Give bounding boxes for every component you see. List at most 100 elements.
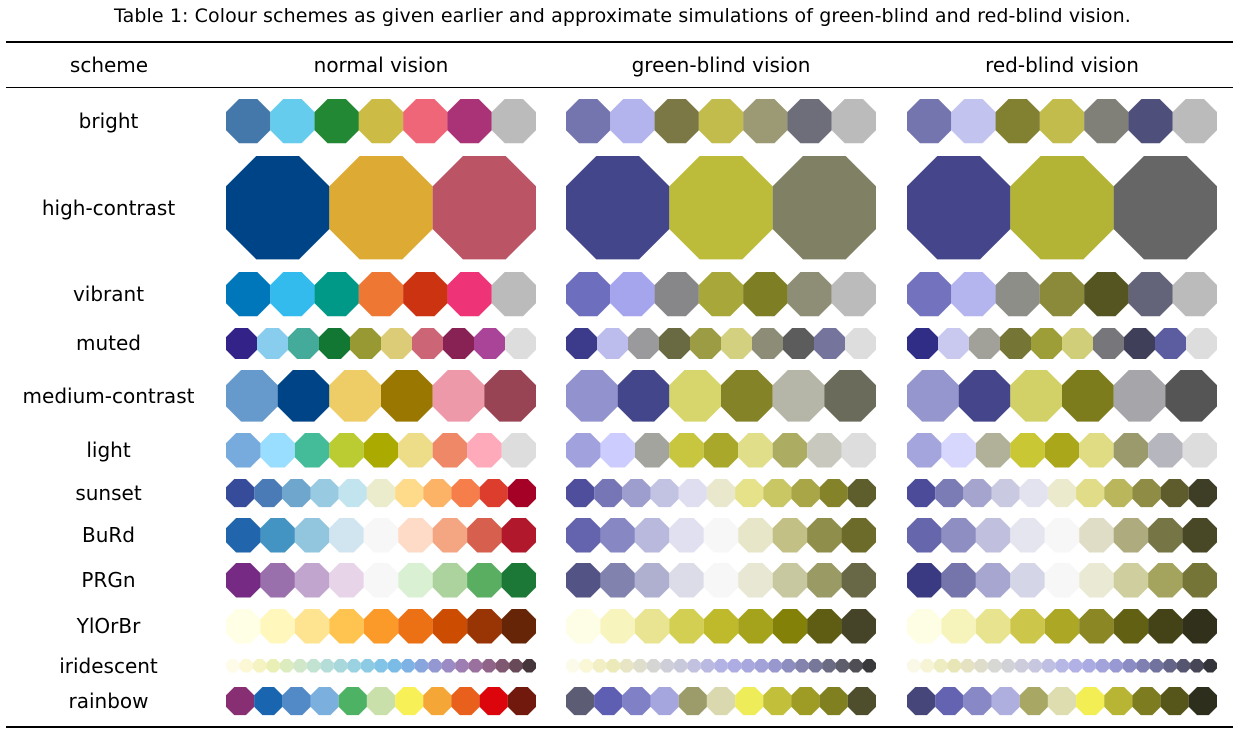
colour-swatch-rainbow-red-blind-3 [963,686,992,716]
colour-swatch-iridescent-green-blind-22 [849,659,863,673]
colour-swatch-iridescent-normal-18 [455,659,469,673]
colour-swatch-iridescent-green-blind-17 [781,659,796,673]
colour-swatch-bright-normal-5 [403,98,448,144]
colour-swatch-prgn-green-blind-4 [669,562,704,598]
scheme-name-rainbow: rainbow [68,689,149,713]
colour-swatch-burd-green-blind-9 [841,517,876,553]
colour-swatch-prgn-red-blind-3 [975,562,1011,598]
colour-swatch-light-red-blind-1 [907,432,942,468]
colour-swatch-ylorbr-red-blind-5 [1044,608,1080,644]
colour-swatch-iridescent-red-blind-15 [1095,659,1110,673]
colour-swatch-sunset-normal-3 [282,478,311,508]
swatch-row-vibrant-green-blind [566,271,876,317]
colour-swatch-vibrant-normal-6 [447,271,492,317]
colour-swatch-light-red-blind-9 [1182,432,1217,468]
colour-swatch-muted-normal-8 [443,327,474,359]
colour-swatch-muted-green-blind-1 [566,327,597,359]
colour-swatch-medium-contrast-red-blind-5 [1113,370,1166,422]
colour-swatch-sunset-normal-6 [366,478,396,508]
colour-swatch-medium-contrast-normal-4 [381,370,433,422]
colour-swatch-rainbow-normal-6 [366,686,396,716]
colour-swatch-iridescent-red-blind-22 [1190,659,1204,673]
colour-swatch-sunset-normal-2 [254,478,283,508]
colour-swatch-light-normal-8 [467,432,502,468]
colour-swatch-bright-green-blind-6 [787,98,832,144]
colour-swatch-rainbow-normal-1 [226,686,255,716]
colour-swatch-sunset-red-blind-4 [991,478,1020,508]
swatch-row-medium-contrast-green-blind [566,370,876,422]
colour-swatch-muted-green-blind-9 [814,327,845,359]
colour-swatch-high-contrast-red-blind-3 [1113,156,1217,260]
colour-swatch-bright-red-blind-1 [907,98,952,144]
colour-swatch-bright-green-blind-1 [566,98,611,144]
colour-swatch-rainbow-green-blind-6 [706,686,736,716]
colour-swatch-rainbow-normal-3 [282,686,311,716]
colour-swatch-medium-contrast-red-blind-4 [1062,370,1114,422]
column-header-red-blind-vision: red-blind vision [985,53,1139,77]
colour-swatch-iridescent-red-blind-1 [907,659,921,673]
colour-swatch-light-green-blind-5 [703,432,739,468]
colour-swatch-sunset-green-blind-9 [791,478,820,508]
colour-swatch-ylorbr-green-blind-9 [841,608,876,644]
colour-swatch-iridescent-red-blind-7 [987,659,1002,673]
scheme-name-medium-contrast: medium-contrast [22,384,195,408]
colour-swatch-bright-normal-4 [358,98,404,144]
colour-swatch-light-red-blind-8 [1148,432,1183,468]
colour-swatch-iridescent-red-blind-13 [1068,659,1083,673]
colour-swatch-medium-contrast-normal-2 [277,370,330,422]
colour-swatch-high-contrast-green-blind-1 [566,156,670,260]
colour-swatch-muted-green-blind-3 [628,327,659,359]
colour-swatch-bright-green-blind-2 [610,98,655,144]
colour-swatch-muted-red-blind-2 [938,327,969,359]
colour-swatch-muted-green-blind-5 [690,327,721,359]
colour-swatch-medium-contrast-normal-3 [329,370,381,422]
colour-swatch-vibrant-normal-5 [403,271,448,317]
colour-swatch-vibrant-normal-1 [226,271,271,317]
column-header-normal-vision: normal vision [313,53,449,77]
colour-swatch-sunset-green-blind-3 [622,478,651,508]
colour-swatch-light-green-blind-4 [669,432,704,468]
colour-swatch-muted-normal-10 [505,327,536,359]
swatch-row-high-contrast-normal [226,156,536,260]
swatch-row-iridescent-green-blind [566,659,876,673]
colour-swatch-burd-normal-6 [398,517,433,553]
colour-swatch-iridescent-green-blind-3 [592,659,607,673]
colour-swatch-rainbow-red-blind-5 [1019,686,1048,716]
colour-swatch-rainbow-normal-9 [451,686,480,716]
colour-swatch-burd-red-blind-2 [941,517,976,553]
colour-swatch-prgn-red-blind-2 [941,562,976,598]
colour-swatch-rainbow-green-blind-1 [566,686,595,716]
colour-swatch-iridescent-green-blind-16 [768,659,782,673]
colour-swatch-sunset-green-blind-4 [650,478,679,508]
colour-swatch-burd-green-blind-3 [634,517,670,553]
colour-swatch-high-contrast-normal-3 [432,156,536,260]
swatch-row-rainbow-red-blind [907,686,1217,716]
colour-swatch-sunset-red-blind-1 [907,478,936,508]
colour-swatch-high-contrast-red-blind-1 [907,156,1011,260]
colour-swatch-sunset-red-blind-11 [1188,478,1217,508]
colour-swatch-iridescent-red-blind-21 [1176,659,1191,673]
colour-swatch-ylorbr-green-blind-2 [600,608,635,644]
colour-swatch-high-contrast-red-blind-2 [1010,156,1114,260]
swatch-row-prgn-green-blind [566,562,876,598]
scheme-name-iridescent: iridescent [59,654,158,678]
colour-swatch-iridescent-normal-19 [468,659,483,673]
colour-swatch-prgn-normal-4 [329,562,364,598]
colour-swatch-iridescent-red-blind-9 [1014,659,1029,673]
colour-swatch-muted-red-blind-6 [1062,327,1093,359]
colour-swatch-burd-red-blind-5 [1044,517,1080,553]
colour-swatch-rainbow-red-blind-7 [1076,686,1105,716]
colour-swatch-prgn-red-blind-8 [1148,562,1183,598]
colour-swatch-sunset-normal-7 [395,478,424,508]
colour-swatch-muted-green-blind-4 [659,327,690,359]
colour-swatch-muted-red-blind-3 [969,327,1000,359]
colour-swatch-ylorbr-green-blind-5 [703,608,739,644]
colour-swatch-iridescent-normal-20 [482,659,496,673]
scheme-name-prgn: PRGn [81,568,136,592]
colour-swatch-iridescent-green-blind-14 [741,659,755,673]
colour-swatch-muted-normal-5 [350,327,381,359]
colour-swatch-prgn-normal-9 [501,562,536,598]
colour-swatch-ylorbr-normal-1 [226,608,261,644]
colour-swatch-vibrant-green-blind-5 [743,271,788,317]
colour-swatch-prgn-green-blind-3 [634,562,670,598]
